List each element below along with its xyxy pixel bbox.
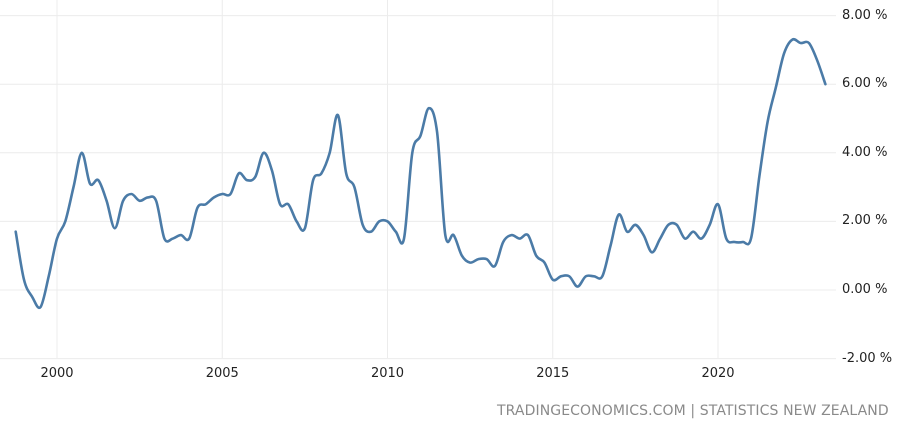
y-tick-label: 8.00 %	[842, 7, 888, 23]
x-tick-label: 2010	[370, 366, 405, 381]
x-tick-label: 2000	[40, 366, 74, 381]
inflation-line	[14, 37, 827, 310]
source-credit: TRADINGECONOMICS.COM | STATISTICS NEW ZE…	[497, 403, 889, 419]
grid-lines	[0, 0, 836, 360]
y-tick-label: 6.00 %	[842, 76, 888, 92]
y-tick-label: -2.00 %	[842, 350, 893, 366]
x-tick-label: 2005	[205, 366, 239, 381]
x-tick-label: 2015	[536, 366, 570, 381]
y-tick-label: 2.00 %	[842, 213, 888, 229]
y-tick-label: 0.00 %	[842, 282, 888, 297]
x-tick-label: 2020	[701, 366, 735, 381]
y-tick-label: 4.00 %	[842, 144, 888, 160]
